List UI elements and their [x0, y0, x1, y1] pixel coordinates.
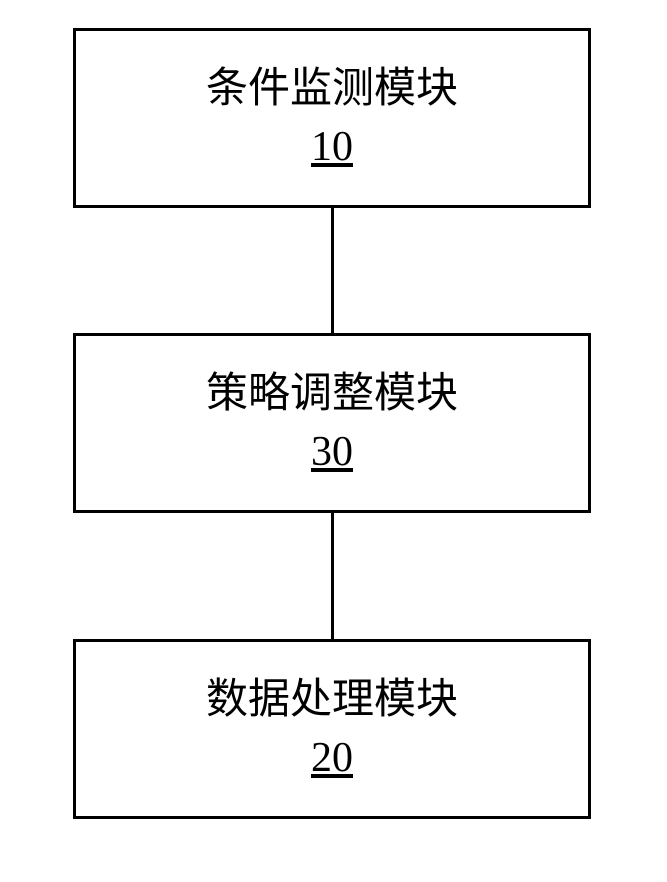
node-number: 20: [311, 732, 353, 785]
node-strategy-adjust: 策略调整模块 30: [73, 333, 591, 513]
node-title: 策略调整模块: [206, 368, 458, 421]
node-condition-monitor: 条件监测模块 10: [73, 28, 591, 208]
node-data-process: 数据处理模块 20: [73, 639, 591, 819]
node-number: 10: [311, 121, 353, 174]
node-title: 数据处理模块: [206, 674, 458, 727]
node-number: 30: [311, 426, 353, 479]
edge-30-20: [331, 513, 334, 639]
node-title: 条件监测模块: [206, 63, 458, 116]
edge-10-30: [331, 208, 334, 333]
diagram-canvas: 条件监测模块 10 策略调整模块 30 数据处理模块 20: [0, 0, 667, 882]
